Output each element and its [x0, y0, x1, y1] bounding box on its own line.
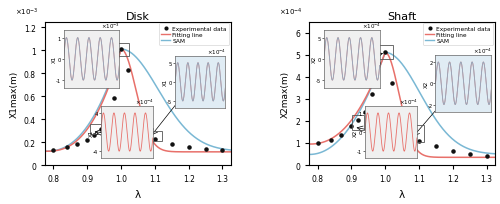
Point	[130, 121, 138, 125]
Point	[104, 120, 112, 123]
Title: Disk: Disk	[126, 12, 150, 22]
Point	[144, 134, 152, 137]
Point	[381, 52, 389, 55]
Point	[402, 131, 409, 134]
Point	[327, 138, 335, 142]
Bar	[90, 124, 104, 134]
Text: $\times10^{-4}$: $\times10^{-4}$	[280, 7, 303, 18]
Point	[202, 148, 209, 151]
Point	[110, 97, 118, 101]
Point	[50, 148, 58, 151]
Point	[117, 48, 125, 51]
Point	[314, 142, 322, 145]
Y-axis label: X2max(m): X2max(m)	[280, 70, 289, 117]
Point	[432, 145, 440, 148]
Bar	[352, 115, 364, 131]
Point	[466, 152, 473, 155]
Bar	[378, 45, 392, 60]
Legend: Experimental data, Fitting line, SAM: Experimental data, Fitting line, SAM	[159, 24, 229, 46]
Point	[394, 118, 402, 121]
Y-axis label: X1max(m): X1max(m)	[10, 70, 18, 117]
Point	[415, 140, 423, 143]
Point	[184, 146, 192, 149]
Point	[374, 63, 382, 66]
X-axis label: λ: λ	[135, 189, 141, 199]
X-axis label: λ: λ	[399, 189, 405, 199]
Point	[168, 142, 176, 146]
Text: $\times10^{-3}$: $\times10^{-3}$	[15, 7, 39, 18]
Point	[348, 125, 356, 129]
Point	[124, 69, 132, 72]
Bar	[149, 131, 162, 141]
Point	[97, 128, 105, 131]
Bar	[112, 44, 129, 57]
Point	[337, 134, 345, 137]
Point	[448, 149, 456, 153]
Bar	[410, 126, 424, 142]
Point	[218, 149, 226, 152]
Point	[84, 139, 92, 142]
Point	[482, 154, 490, 158]
Point	[368, 93, 376, 96]
Point	[388, 82, 396, 86]
Point	[361, 111, 369, 114]
Point	[408, 136, 416, 139]
Legend: Experimental data, Fitting line, SAM: Experimental data, Fitting line, SAM	[423, 24, 494, 46]
Point	[354, 119, 362, 122]
Point	[90, 133, 98, 137]
Point	[138, 128, 145, 131]
Title: Shaft: Shaft	[388, 12, 416, 22]
Point	[151, 137, 159, 141]
Point	[73, 143, 81, 146]
Point	[63, 146, 71, 149]
